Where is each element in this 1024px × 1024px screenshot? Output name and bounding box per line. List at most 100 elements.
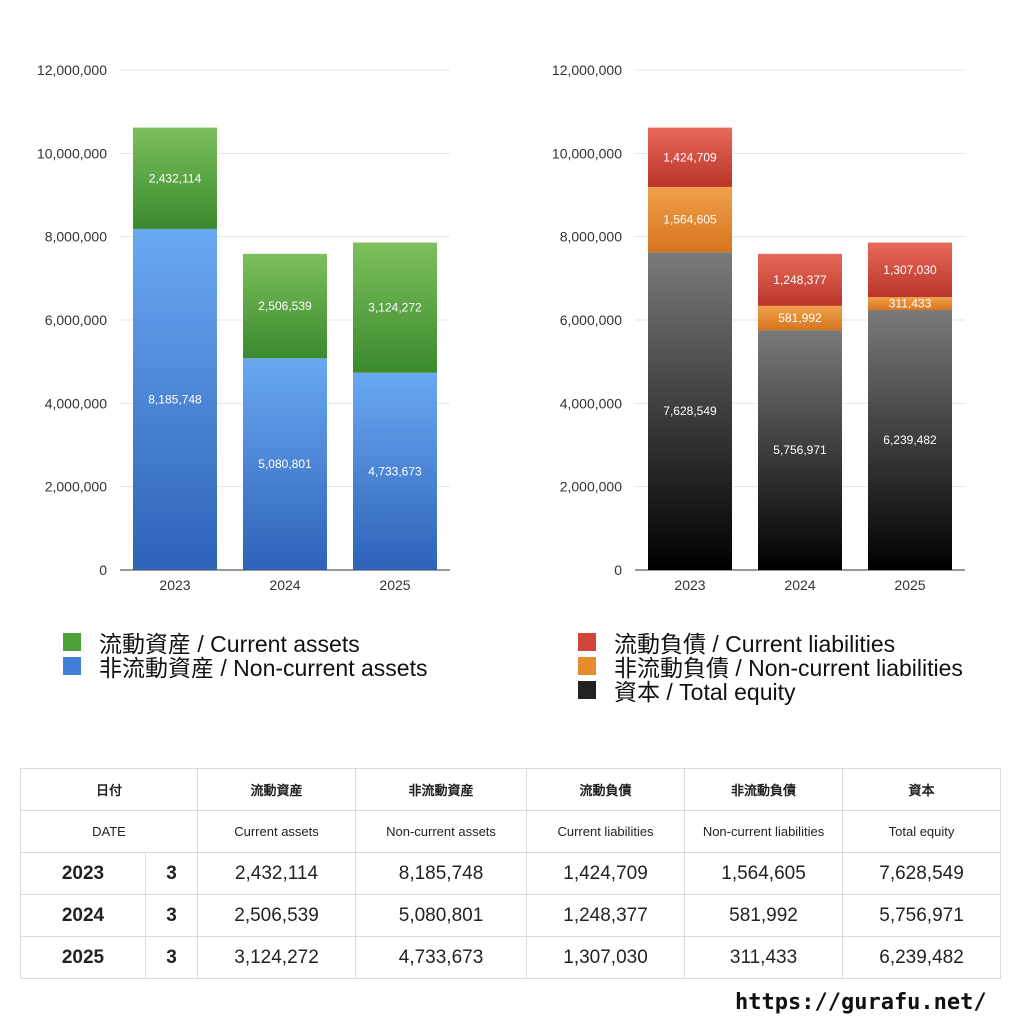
data-label: 6,239,482: [883, 433, 937, 447]
cell-current-assets: 2,432,114: [197, 852, 357, 895]
header-non-current-assets-en: Non-current assets: [355, 810, 528, 853]
legend-item-current-assets: 流動資産 / Current assets: [63, 630, 427, 657]
table-header-en: DATE Current assets Non-current assets C…: [19, 810, 1002, 853]
cell-non-current-assets: 8,185,748: [355, 852, 528, 895]
header-current-liabilities-jp: 流動負債: [526, 768, 686, 811]
bar-total-equity-2024: [758, 330, 842, 570]
cell-current-liabilities: 1,307,030: [526, 936, 686, 979]
cell-current-assets: 3,124,272: [197, 936, 357, 979]
assets-legend: 流動資産 / Current assets 非流動資産 / Non-curren…: [63, 630, 427, 681]
site-url: https://gurafu.net/: [735, 990, 987, 1015]
data-label: 2,506,539: [258, 299, 312, 313]
y-tick-label: 4,000,000: [45, 395, 107, 411]
legend-item-non-current-liabilities: 非流動負債 / Non-current liabilities: [578, 654, 963, 681]
legend-label-current-assets: 流動資産 / Current assets: [99, 631, 360, 657]
data-label: 1,248,377: [773, 273, 827, 287]
header-date-jp: 日付: [19, 768, 199, 811]
y-tick-label: 8,000,000: [560, 229, 622, 245]
chart-panel-2: 0 2,000,000 4,000,000 6,000,000 8,000,000 10,…: [552, 62, 965, 593]
header-current-assets-jp: 流動資産: [197, 768, 357, 811]
bar-current-liabilities-2024: [758, 253, 842, 306]
y-tick-label: 4,000,000: [560, 395, 622, 411]
legend-label-total-equity: 資本 / Total equity: [614, 679, 796, 705]
legend-swatch-total-equity: [578, 681, 596, 699]
legend-item-current-liabilities: 流動負債 / Current liabilities: [578, 630, 963, 657]
bar-non-current-liabilities-2025: [868, 297, 952, 311]
cell-non-current-liabilities: 581,992: [684, 894, 844, 937]
legend-item-non-current-assets: 非流動資産 / Non-current assets: [63, 654, 427, 681]
cell-total-equity: 5,756,971: [842, 894, 1002, 937]
y-tick-label: 12,000,000: [552, 62, 622, 78]
cell-month: 3: [144, 936, 199, 979]
bar-current-assets-2024: [243, 253, 327, 359]
header-non-current-assets-jp: 非流動資産: [355, 768, 528, 811]
header-non-current-liabilities-jp: 非流動負債: [684, 768, 844, 811]
data-label: 1,424,709: [663, 150, 717, 164]
table-row: 2025 3 3,124,272 4,733,673 1,307,030 311…: [20, 936, 1002, 979]
bar-current-assets-2025: [353, 242, 437, 373]
data-label: 1,564,605: [663, 213, 717, 227]
table-row: 2024 3 2,506,539 5,080,801 1,248,377 581…: [20, 894, 1002, 937]
header-non-current-liabilities-en: Non-current liabilities: [684, 810, 844, 853]
header-total-equity-jp: 資本: [842, 768, 1002, 811]
y-tick-label: 0: [614, 562, 622, 578]
data-label: 311,433: [889, 297, 932, 311]
y-tick-label: 10,000,000: [37, 145, 107, 161]
bar-non-current-assets-2023: [133, 228, 217, 570]
bar-current-assets-2023: [133, 127, 217, 229]
y-tick-label: 12,000,000: [37, 62, 107, 78]
x-tick-label: 2024: [784, 577, 815, 593]
cell-non-current-assets: 5,080,801: [355, 894, 528, 937]
header-current-liabilities-en: Current liabilities: [526, 810, 686, 853]
cell-current-liabilities: 1,248,377: [526, 894, 686, 937]
legend-item-total-equity: 資本 / Total equity: [578, 678, 963, 705]
data-label: 1,307,030: [883, 263, 937, 277]
x-tick-label: 2024: [269, 577, 300, 593]
data-label: 581,992: [778, 311, 822, 325]
y-tick-label: 6,000,000: [560, 312, 622, 328]
data-label: 5,756,971: [773, 443, 827, 457]
cell-total-equity: 7,628,549: [842, 852, 1002, 895]
data-label: 8,185,748: [148, 392, 202, 406]
bar-non-current-liabilities-2024: [758, 305, 842, 331]
cell-non-current-liabilities: 311,433: [684, 936, 844, 979]
y-tick-label: 10,000,000: [552, 145, 622, 161]
cell-current-liabilities: 1,424,709: [526, 852, 686, 895]
legend-swatch-current-assets: [63, 633, 81, 651]
x-tick-label: 2025: [379, 577, 410, 593]
legend-swatch-non-current-liabilities: [578, 657, 596, 675]
legend-label-current-liabilities: 流動負債 / Current liabilities: [614, 631, 896, 657]
header-date-en: DATE: [19, 810, 199, 853]
balance-sheet-table: 日付 流動資産 非流動資産 流動負債 非流動負債 資本 DATE Current…: [19, 768, 1002, 979]
balance-sheet-charts: 0 2,000,000 4,000,000 6,000,000 8,000,000 10,…: [37, 62, 965, 593]
data-label: 2,432,114: [149, 171, 202, 185]
header-total-equity-en: Total equity: [842, 810, 1002, 853]
chart-panel-1: 0 2,000,000 4,000,000 6,000,000 8,000,000 10,…: [37, 62, 450, 593]
legend-label-non-current-liabilities: 非流動負債 / Non-current liabilities: [614, 655, 963, 681]
y-tick-label: 2,000,000: [45, 479, 107, 495]
data-label: 7,628,549: [663, 404, 717, 418]
data-label: 3,124,272: [368, 301, 422, 315]
bar-total-equity-2023: [648, 252, 732, 570]
legend-swatch-current-liabilities: [578, 633, 596, 651]
data-label: 5,080,801: [258, 457, 312, 471]
cell-month: 3: [144, 894, 199, 937]
cell-year: 2023: [20, 852, 146, 895]
legend-label-non-current-assets: 非流動資産 / Non-current assets: [99, 655, 428, 681]
liabilities-equity-legend: 流動負債 / Current liabilities 非流動負債 / Non-c…: [578, 630, 963, 705]
bar-current-liabilities-2025: [868, 242, 952, 298]
y-tick-label: 8,000,000: [45, 229, 107, 245]
cell-month: 3: [144, 852, 199, 895]
cell-non-current-liabilities: 1,564,605: [684, 852, 844, 895]
table-header-jp: 日付 流動資産 非流動資産 流動負債 非流動負債 資本: [19, 768, 1002, 811]
bar-total-equity-2025: [868, 310, 952, 570]
cell-non-current-assets: 4,733,673: [355, 936, 528, 979]
cell-current-assets: 2,506,539: [197, 894, 357, 937]
cell-total-equity: 6,239,482: [842, 936, 1002, 979]
cell-year: 2025: [20, 936, 146, 979]
bar-current-liabilities-2023: [648, 127, 732, 187]
bar-non-current-assets-2025: [353, 372, 437, 570]
x-tick-label: 2025: [894, 577, 925, 593]
table-row: 2023 3 2,432,114 8,185,748 1,424,709 1,5…: [20, 852, 1002, 895]
x-tick-label: 2023: [159, 577, 190, 593]
